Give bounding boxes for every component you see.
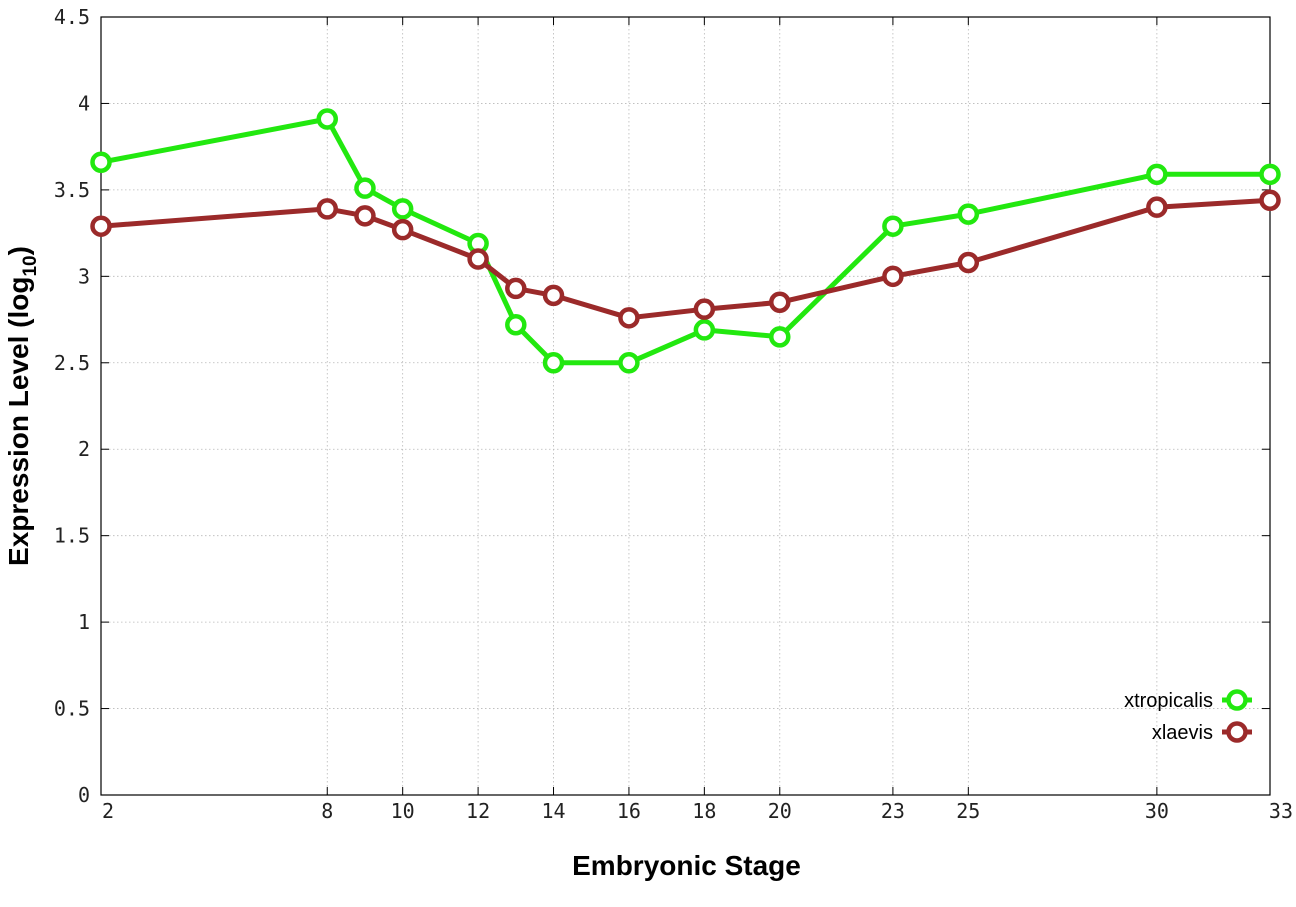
data-point-xtropicalis — [542, 352, 565, 374]
y-tick-label: 2 — [78, 437, 90, 461]
series-layer — [90, 108, 1281, 374]
x-axis-title: Embryonic Stage — [572, 850, 801, 881]
y-tick-label: 3.5 — [54, 178, 90, 202]
series-line-xlaevis — [100, 197, 1271, 321]
data-point-xlaevis — [467, 248, 489, 270]
legend-swatch-marker-xlaevis — [1226, 721, 1248, 743]
data-point-xlaevis — [1259, 189, 1281, 212]
legend-label-xtropicalis: xtropicalis — [1124, 690, 1213, 712]
series-line-xtropicalis — [100, 116, 1270, 366]
grid-lines — [101, 17, 1270, 795]
legend-label-xlaevis: xlaevis — [1152, 722, 1213, 744]
x-tick-label: 12 — [466, 799, 490, 823]
x-tick-label: 14 — [541, 799, 565, 823]
data-point-xtropicalis — [90, 151, 112, 173]
data-point-xtropicalis — [693, 319, 716, 341]
data-point-xtropicalis — [769, 326, 791, 348]
data-point-xlaevis — [693, 298, 716, 320]
series-xlaevis — [90, 189, 1281, 329]
data-point-xlaevis — [505, 277, 527, 300]
data-point-xtropicalis — [316, 108, 339, 130]
data-point-xtropicalis — [1259, 163, 1281, 186]
data-point-xlaevis — [618, 307, 640, 329]
x-tick-label: 2 — [102, 799, 114, 823]
y-tick-label: 2.5 — [54, 351, 90, 375]
axis-ticks: 0 0.5 1 1.5 2 2.5 3 3.5 4 4.5 2 8 10 12 14 16 18 20 23 25 30… — [54, 5, 1293, 823]
data-point-xtropicalis — [882, 215, 904, 237]
x-tick-label: 23 — [881, 799, 905, 823]
data-point-xlaevis — [354, 205, 376, 227]
y-tick-label: 4.5 — [54, 5, 90, 29]
data-point-xtropicalis — [354, 177, 376, 199]
x-tick-label: 25 — [956, 799, 980, 823]
y-tick-label: 3 — [78, 264, 90, 288]
data-point-xtropicalis — [618, 352, 640, 374]
data-point-xtropicalis — [957, 203, 980, 225]
y-tick-label: 1.5 — [54, 524, 90, 548]
data-point-xlaevis — [316, 198, 339, 220]
x-tick-label: 20 — [768, 799, 792, 823]
y-tick-label: 4 — [78, 91, 90, 115]
y-axis-title-end: ) — [3, 246, 34, 255]
data-point-xtropicalis — [391, 198, 414, 220]
data-point-xtropicalis — [1146, 163, 1168, 186]
y-axis-title-subscript: 10 — [20, 255, 41, 276]
x-tick-label: 30 — [1145, 799, 1169, 823]
data-point-xlaevis — [957, 251, 980, 274]
y-axis-title-main: Expression Level (log — [3, 277, 34, 566]
data-point-xtropicalis — [505, 313, 527, 336]
y-tick-label: 0 — [78, 783, 90, 807]
plot-area-frame — [100, 16, 1271, 796]
data-point-xlaevis — [90, 215, 112, 237]
x-tick-label: 10 — [391, 799, 415, 823]
legend-swatch-marker-xtropicalis — [1226, 689, 1248, 711]
data-point-xlaevis — [391, 218, 414, 241]
x-tick-label: 33 — [1269, 799, 1293, 823]
series-xtropicalis — [90, 108, 1281, 374]
x-tick-label: 18 — [692, 799, 716, 823]
y-axis-title: Expression Level (log10) — [3, 246, 41, 566]
y-tick-label: 0.5 — [54, 697, 90, 721]
data-point-xlaevis — [882, 265, 904, 288]
x-tick-label: 8 — [321, 799, 333, 823]
data-point-xlaevis — [769, 291, 791, 314]
data-point-xlaevis — [542, 284, 565, 307]
y-tick-label: 1 — [78, 610, 90, 634]
x-tick-label: 16 — [617, 799, 641, 823]
data-point-xlaevis — [1146, 196, 1168, 218]
legend: xtropicalis xlaevis — [1124, 689, 1252, 744]
